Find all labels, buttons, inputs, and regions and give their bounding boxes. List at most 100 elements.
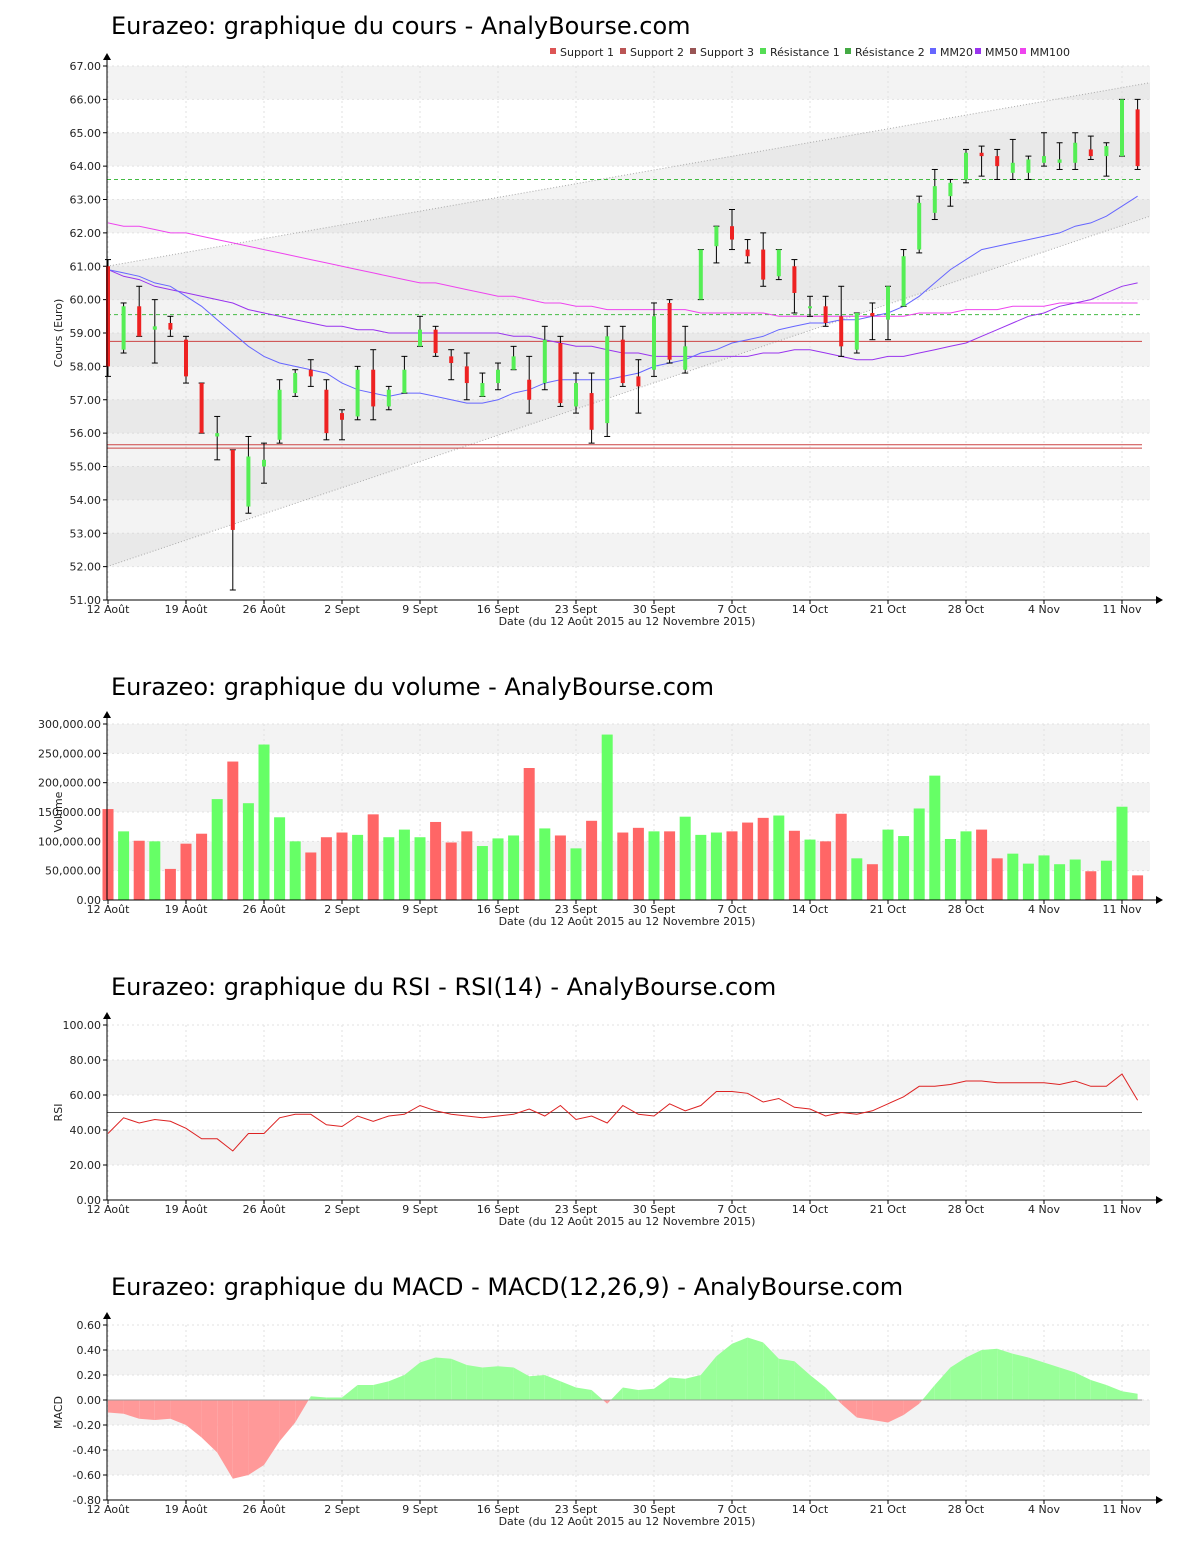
candle-body [355, 369, 360, 417]
price-xtick-label: 11 Nov [1103, 603, 1142, 616]
macd-xtick-label: 4 Nov [1028, 1503, 1060, 1516]
macd-area-segment [903, 1400, 920, 1415]
rsi-x-axis-label: Date (du 12 Août 2015 au 12 Novembre 201… [499, 1215, 756, 1228]
candle-body [886, 286, 890, 320]
macd-xtick-label: 14 Oct [792, 1503, 829, 1516]
volume-bar [601, 734, 613, 900]
macd-xtick-label: 23 Sept [555, 1503, 598, 1516]
candle-body [152, 326, 157, 330]
macd-area-segment [950, 1357, 966, 1400]
candle-body [308, 369, 313, 377]
macd-area-segment [856, 1400, 873, 1420]
volume-xtick-label: 19 Août [165, 903, 209, 916]
macd-area-segment [1059, 1367, 1076, 1400]
macd-ytick-label: -0.60 [73, 1469, 101, 1482]
volume-ytick-label: 0.00 [77, 894, 102, 907]
volume-bar [835, 813, 847, 900]
candle-body [277, 389, 282, 440]
macd-y-axis-label: MACD [52, 1396, 65, 1429]
volume-bar [383, 837, 395, 900]
macd-area-segment [966, 1350, 982, 1400]
macd-area-segment [279, 1400, 296, 1442]
candle-body [137, 306, 142, 337]
price-xtick-label: 23 Sept [555, 603, 598, 616]
rsi-ytick-label: 40.00 [70, 1124, 102, 1137]
macd-area-segment [139, 1400, 155, 1420]
macd-area-segment [638, 1388, 654, 1400]
candle-body [558, 343, 563, 404]
volume-bar [1085, 871, 1097, 900]
legend-swatch [930, 48, 936, 54]
rsi-ytick-label: 20.00 [70, 1159, 102, 1172]
candle-body [215, 433, 220, 437]
legend-swatch [975, 48, 981, 54]
macd-area-segment [763, 1342, 779, 1400]
volume-grid-band [107, 782, 1150, 812]
candle-body [480, 383, 485, 397]
price-ytick-label: 62.00 [70, 227, 102, 240]
price-grid-band [107, 466, 1150, 500]
volume-bar [398, 829, 410, 900]
candle-body [496, 369, 500, 384]
candle-body [402, 369, 407, 394]
price-ytick-label: 60.00 [70, 294, 102, 307]
macd-area-segment [186, 1400, 202, 1438]
rsi-chart-title: Eurazeo: graphique du RSI - RSI(14) - An… [111, 973, 776, 1001]
volume-bar [960, 831, 972, 900]
candle-body [542, 339, 547, 384]
macd-xtick-label: 21 Oct [870, 1503, 907, 1516]
macd-area-segment [1044, 1362, 1060, 1400]
candle-body [449, 356, 454, 364]
legend-swatch [845, 48, 851, 54]
macd-ytick-label: 0.40 [77, 1344, 102, 1357]
macd-ytick-label: 0.20 [77, 1369, 102, 1382]
macd-area-segment [794, 1361, 810, 1400]
macd-area-segment [576, 1387, 592, 1400]
macd-chart-title: Eurazeo: graphique du MACD - MACD(12,26,… [111, 1273, 903, 1301]
price-xtick-label: 9 Sept [402, 603, 438, 616]
volume-bar [1069, 859, 1081, 900]
rsi-xtick-label: 23 Sept [555, 1203, 598, 1216]
price-grid-band [107, 266, 1150, 300]
rsi-xtick-label: 4 Nov [1028, 1203, 1060, 1216]
macd-area-segment [248, 1400, 264, 1475]
price-ytick-label: 52.00 [70, 561, 102, 574]
candle-body [605, 336, 610, 424]
macd-area-segment [872, 1400, 888, 1423]
candle-body [340, 413, 344, 420]
price-ytick-label: 65.00 [70, 127, 102, 140]
candle-body [262, 459, 266, 467]
macd-xtick-label: 9 Sept [402, 1503, 438, 1516]
macd-area-segment [922, 1385, 935, 1400]
volume-y-arrow [103, 711, 111, 718]
macd-area-segment [1122, 1391, 1138, 1400]
macd-area-segment [342, 1385, 358, 1400]
macd-area-segment [388, 1375, 405, 1400]
volume-ytick-label: 150,000.00 [38, 806, 101, 819]
candle-body [667, 302, 672, 360]
macd-xtick-label: 11 Nov [1103, 1503, 1142, 1516]
volume-bar [508, 835, 520, 900]
macd-area-segment [308, 1396, 311, 1400]
volume-bar [492, 838, 504, 900]
candle-body [106, 266, 110, 367]
candle-body [464, 366, 469, 384]
macd-xtick-label: 2 Sept [324, 1503, 360, 1516]
macd-area-segment [404, 1362, 420, 1400]
candle-body [979, 152, 984, 157]
macd-area-segment [170, 1400, 186, 1425]
macd-area-segment [778, 1358, 795, 1400]
volume-bar [726, 831, 738, 900]
rsi-grid-band [107, 1130, 1150, 1165]
macd-area-segment [310, 1396, 327, 1400]
volume-bar [788, 830, 800, 900]
rsi-ytick-label: 60.00 [70, 1089, 102, 1102]
volume-bar [929, 775, 941, 900]
volume-bar [336, 832, 348, 900]
price-xtick-label: 12 Août [87, 603, 131, 616]
macd-xtick-label: 16 Sept [477, 1503, 520, 1516]
price-xtick-label: 19 Août [165, 603, 209, 616]
legend-label: MM50 [985, 46, 1018, 59]
macd-area-segment [841, 1400, 857, 1418]
rsi-x-arrow [1156, 1196, 1163, 1204]
